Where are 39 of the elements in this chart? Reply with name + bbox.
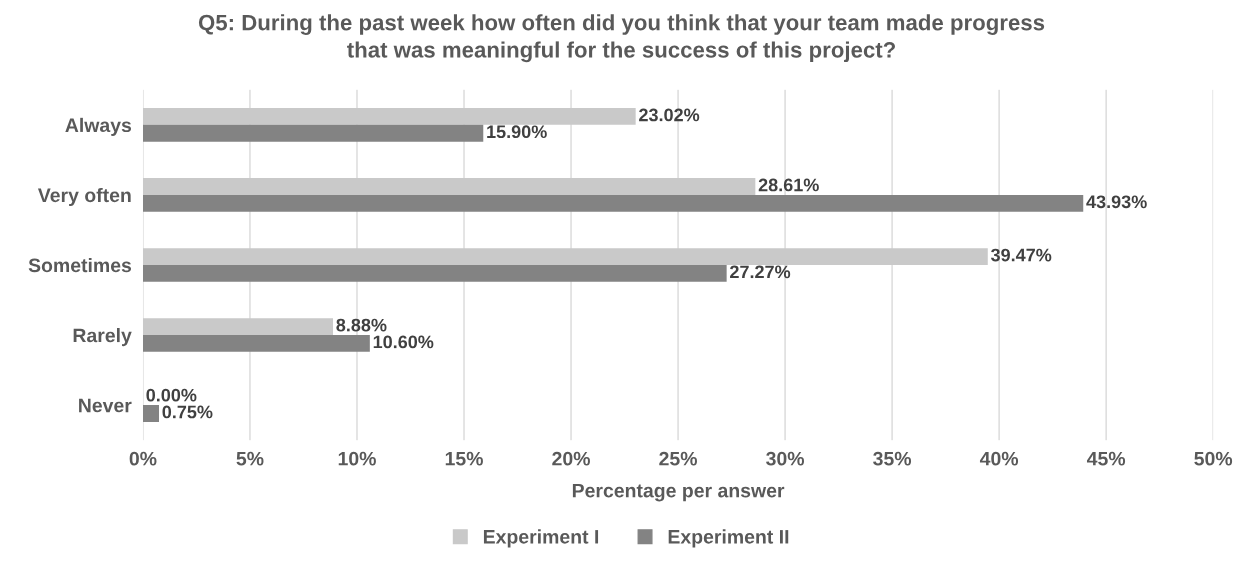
bar bbox=[142, 194, 1084, 212]
bar bbox=[142, 335, 370, 352]
x-tick-label: 45% bbox=[1086, 451, 1126, 466]
y-tick-label: Sometimes bbox=[28, 257, 132, 273]
data-label: 8.88% bbox=[336, 318, 387, 332]
data-label: 23.02% bbox=[639, 108, 700, 122]
data-label: 28.61% bbox=[758, 178, 819, 192]
x-tick-label: 5% bbox=[236, 451, 264, 466]
legend-label: Experiment I bbox=[483, 529, 599, 548]
x-tick-label: 40% bbox=[979, 451, 1019, 466]
data-label: 15.90% bbox=[487, 125, 547, 139]
data-label: 43.93% bbox=[1086, 195, 1147, 209]
y-tick-label: Very often bbox=[37, 187, 131, 207]
x-tick-label: 35% bbox=[873, 451, 912, 466]
bar bbox=[142, 248, 988, 265]
x-tick-label: 50% bbox=[1194, 451, 1233, 466]
chart-title: Q5: During the past week how often did you think that your team made progress that was meaningful for the success of this project? bbox=[198, 14, 1045, 63]
x-tick-label: 25% bbox=[659, 451, 697, 466]
bar bbox=[142, 264, 727, 282]
bar bbox=[142, 108, 636, 125]
legend-label: Experiment II bbox=[668, 529, 789, 548]
data-label: 0.75% bbox=[162, 405, 213, 419]
x-tick-label: 30% bbox=[766, 451, 805, 466]
x-tick-label: 20% bbox=[552, 451, 590, 466]
y-tick-label: Rarely bbox=[73, 328, 132, 347]
bar bbox=[142, 178, 756, 195]
bar bbox=[142, 318, 334, 336]
data-label: 27.27% bbox=[730, 265, 791, 279]
y-tick-label: Always bbox=[65, 117, 132, 136]
data-label: 0.00% bbox=[146, 388, 197, 402]
x-axis-title: Percentage per answer bbox=[572, 483, 785, 502]
x-tick-label: 15% bbox=[445, 451, 483, 466]
data-label: 39.47% bbox=[990, 248, 1052, 262]
x-tick-label: 10% bbox=[338, 451, 376, 466]
data-label: 10.60% bbox=[373, 335, 434, 349]
bar bbox=[142, 405, 159, 422]
bar bbox=[142, 124, 484, 142]
y-tick-label: Never bbox=[79, 398, 132, 413]
x-tick-label: 0% bbox=[129, 451, 157, 466]
